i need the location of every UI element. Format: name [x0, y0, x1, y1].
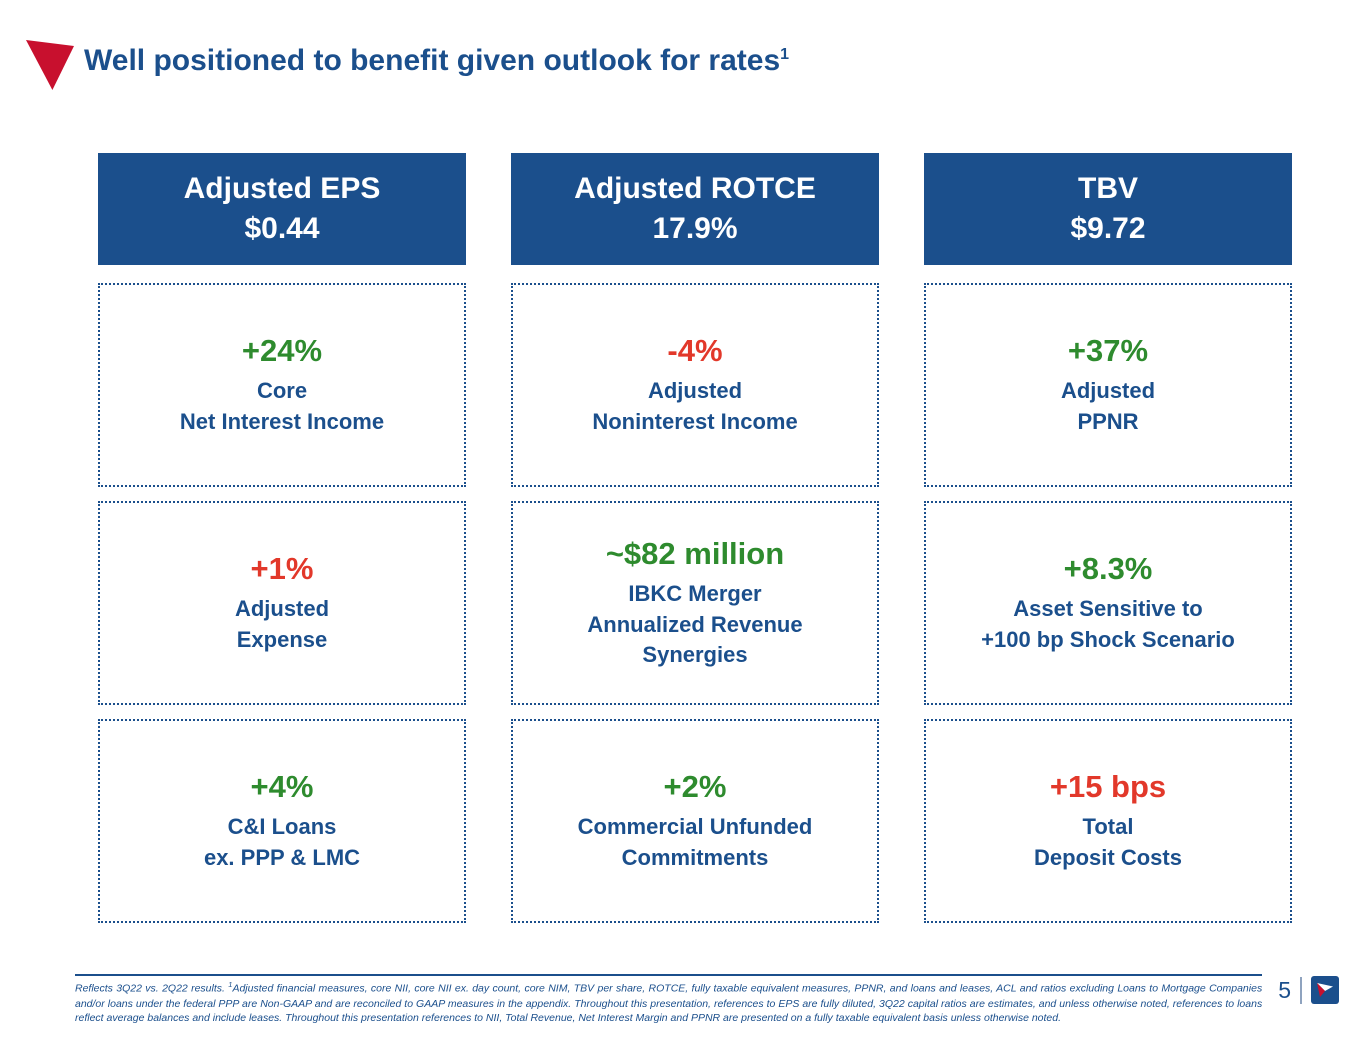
metric-label-line: Adjusted — [1060, 378, 1156, 404]
metric-box: +4% C&I Loans ex. PPP & LMC — [98, 719, 466, 923]
metric-box: +8.3% Asset Sensitive to +100 bp Shock S… — [924, 501, 1292, 705]
metric-change-value: +37% — [1067, 333, 1149, 369]
header-metric-value: $9.72 — [1070, 212, 1146, 245]
metric-label-line: ex. PPP & LMC — [203, 845, 361, 871]
footer-right: 5 — [1278, 974, 1339, 1005]
footer-rule — [75, 974, 1263, 977]
metric-box: +15 bps Total Deposit Costs — [924, 719, 1292, 923]
header-metric-name: TBV — [1078, 171, 1138, 205]
column-header: Adjusted EPS $0.44 — [98, 153, 466, 265]
company-logo-icon — [1311, 976, 1339, 1005]
page-title-text: Well positioned to benefit given outlook… — [84, 44, 781, 77]
metric-label-line: Commercial Unfunded — [577, 814, 813, 840]
header-metric-value: 17.9% — [652, 212, 738, 245]
metric-change-value: ~$82 million — [605, 535, 785, 571]
metric-label-line: Commitments — [621, 845, 769, 871]
title-row: Well positioned to benefit given outlook… — [26, 36, 789, 90]
metric-label-line: Expense — [236, 627, 328, 653]
footnote-text: Reflects 3Q22 vs. 2Q22 results. — [75, 982, 229, 995]
metric-box: ~$82 million IBKC Merger Annualized Reve… — [511, 501, 879, 705]
header-metric-name: Adjusted ROTCE — [574, 171, 816, 205]
footer-left: Reflects 3Q22 vs. 2Q22 results. 1Adjuste… — [75, 974, 1263, 1026]
footer: Reflects 3Q22 vs. 2Q22 results. 1Adjuste… — [75, 974, 1339, 1026]
footnote-text: Adjusted financial measures, core NII, c… — [75, 982, 1263, 1025]
page-number: 5 — [1278, 976, 1291, 1003]
metric-box: +24% Core Net Interest Income — [98, 283, 466, 487]
metric-columns: Adjusted EPS $0.44 +24% Core Net Interes… — [98, 153, 1292, 937]
metric-label-line: Adjusted — [234, 596, 330, 622]
column-header: Adjusted ROTCE 17.9% — [511, 153, 879, 265]
metric-change-value: +24% — [241, 333, 323, 369]
metric-change-value: -4% — [667, 333, 723, 369]
metric-label-line: Synergies — [642, 642, 748, 668]
metric-label-line: Core — [256, 378, 308, 404]
metric-label-line: Deposit Costs — [1034, 845, 1182, 871]
title-superscript: 1 — [780, 46, 790, 63]
column-adjusted-eps: Adjusted EPS $0.44 +24% Core Net Interes… — [98, 153, 466, 937]
metric-label-line: Noninterest Income — [592, 409, 798, 435]
metric-change-value: +2% — [663, 769, 727, 805]
metric-box: +37% Adjusted PPNR — [924, 283, 1292, 487]
footer-divider — [1300, 976, 1302, 1004]
metric-label-line: +100 bp Shock Scenario — [981, 627, 1235, 653]
metric-change-value: +15 bps — [1049, 769, 1167, 805]
column-tbv: TBV $9.72 +37% Adjusted PPNR +8.3% Asset… — [924, 153, 1292, 937]
footnote: Reflects 3Q22 vs. 2Q22 results. 1Adjuste… — [75, 980, 1262, 1026]
footnote-superscript: 1 — [228, 980, 233, 990]
metric-box: -4% Adjusted Noninterest Income — [511, 283, 879, 487]
metric-label-line: Asset Sensitive to — [1013, 596, 1203, 622]
metric-label-line: PPNR — [1077, 409, 1139, 435]
metric-box: +1% Adjusted Expense — [98, 501, 466, 705]
metric-label-line: C&I Loans — [227, 814, 337, 840]
metric-change-value: +8.3% — [1063, 551, 1153, 587]
header-metric-value: $0.44 — [244, 212, 320, 245]
brand-flag-icon — [26, 40, 74, 90]
metric-label-line: Adjusted — [647, 378, 743, 404]
column-header: TBV $9.72 — [924, 153, 1292, 265]
metric-change-value: +4% — [250, 769, 314, 805]
header-metric-name: Adjusted EPS — [183, 171, 381, 205]
metric-label-line: Annualized Revenue — [587, 611, 803, 637]
metric-change-value: +1% — [250, 551, 314, 587]
metric-label-line: Total — [1082, 814, 1134, 840]
page-title: Well positioned to benefit given outlook… — [84, 36, 789, 78]
column-adjusted-rotce: Adjusted ROTCE 17.9% -4% Adjusted Nonint… — [511, 153, 879, 937]
metric-label-line: Net Interest Income — [179, 409, 385, 435]
metric-box: +2% Commercial Unfunded Commitments — [511, 719, 879, 923]
metric-label-line: IBKC Merger — [628, 580, 762, 606]
